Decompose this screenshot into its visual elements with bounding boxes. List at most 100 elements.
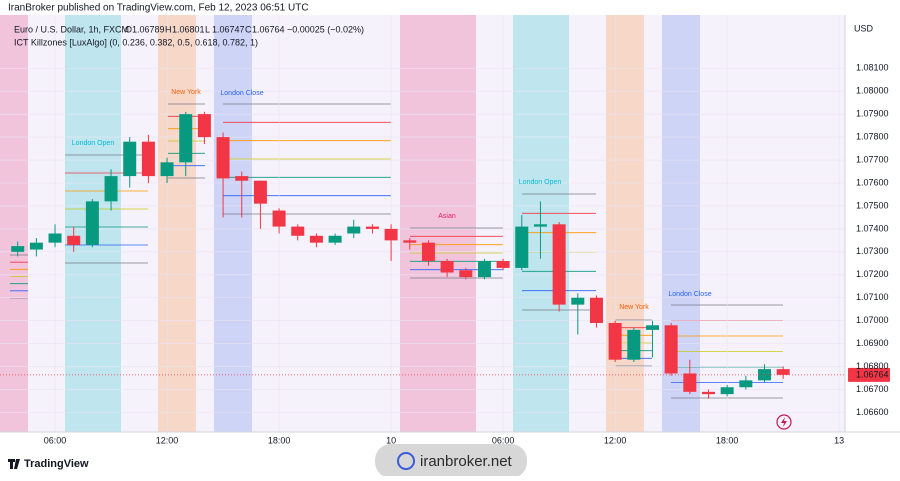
watermark-icon [397, 452, 415, 470]
y-tick-label: 1.08100 [856, 63, 889, 73]
candle-body [571, 297, 585, 305]
candle-body [758, 369, 771, 381]
currency: USD [854, 23, 874, 33]
x-tick-label: 10 [386, 435, 396, 445]
candle-body [141, 141, 155, 177]
watermark-pill [375, 444, 527, 478]
candle-body [253, 180, 267, 204]
x-tick-label: 18:00 [716, 435, 739, 445]
candle-body [701, 391, 715, 395]
candle-body [123, 141, 137, 177]
candle-body [48, 233, 62, 243]
zone-label: London Close [668, 291, 711, 298]
y-tick-label: 1.07600 [856, 177, 889, 187]
candle-body [216, 137, 230, 179]
candle-body [589, 297, 603, 323]
zone-label: London Close [220, 90, 263, 97]
zone-labels: London Open New York London Close Asian Lond… [72, 89, 712, 311]
candle-body [477, 261, 491, 278]
symbol: Euro / U.S. Dollar, 1h, FXCM [14, 24, 129, 34]
candle-body [67, 235, 81, 245]
candle-body [645, 325, 659, 330]
y-tick-label: 1.07900 [856, 109, 889, 119]
candle-body [29, 242, 43, 250]
zone-label: New York [171, 89, 201, 96]
ohlc-key: C [245, 24, 252, 34]
ohlc-value: 1.06747 [212, 24, 245, 34]
candle-body [552, 224, 566, 305]
candle-body [291, 226, 305, 236]
x-tick-label: 12:00 [604, 435, 627, 445]
ohlc-value: 1.06801 [172, 24, 205, 34]
y-tick-label: 1.06900 [856, 338, 889, 348]
logo-mark [8, 459, 20, 469]
last-price-box [848, 367, 890, 382]
killzone-band [0, 15, 28, 432]
x-tick-label: 06:00 [492, 435, 515, 445]
y-tick-label: 1.07800 [856, 131, 889, 141]
zone-label: New York [619, 304, 649, 311]
y-tick-label: 1.07100 [856, 292, 889, 302]
candle-body [197, 114, 211, 138]
y-tick-label: 1.08000 [856, 86, 889, 96]
candle-body [421, 242, 435, 262]
grid [0, 15, 845, 432]
y-tick-label: 1.06800 [856, 361, 889, 371]
candle-body [608, 322, 622, 360]
x-tick-label: 06:00 [44, 435, 67, 445]
candle-body [776, 369, 790, 375]
tradingview-logo: TradingView [8, 458, 89, 470]
candle-body [627, 329, 641, 360]
alert-circle[interactable] [776, 414, 792, 430]
candle-body [235, 176, 249, 181]
killzone-band [158, 15, 196, 432]
alert-bolt[interactable] [781, 417, 787, 427]
candle-body [496, 261, 510, 268]
zone-label: London Open [519, 179, 562, 186]
candle-body [403, 240, 417, 243]
candle-body [179, 114, 193, 163]
x-tick-label: 12:00 [156, 435, 179, 445]
candle-body [683, 373, 697, 392]
candle-body [459, 270, 473, 278]
candle-body [664, 325, 678, 374]
candle-body [328, 235, 342, 243]
killzone-band [400, 15, 476, 432]
killzones [0, 15, 700, 432]
y-tick-label: 1.07500 [856, 200, 889, 210]
candle-body [104, 176, 118, 202]
change: −0.00025 (−0.02%) [287, 24, 364, 34]
last-price-label: 1.06764 [856, 370, 889, 380]
y-tick-label: 1.07700 [856, 154, 889, 164]
zone-label: Asian [438, 213, 456, 220]
ohlc-value: 1.06789 [132, 24, 165, 34]
ohlc-value: 1.06764 [252, 24, 285, 34]
candle-body [365, 226, 379, 229]
candle-body [515, 226, 529, 268]
logo-text: TradingView [24, 458, 89, 470]
x-tick-label: 18:00 [268, 435, 291, 445]
zone-label: London Open [72, 140, 115, 147]
candle-body [85, 201, 99, 245]
candles [11, 111, 790, 399]
publisher-line: IranBroker published on TradingView.com,… [8, 3, 309, 14]
y-tick-label: 1.07300 [856, 246, 889, 256]
candle-body [720, 387, 734, 395]
ohlc-key: H [165, 24, 172, 34]
y-tick-label: 1.07000 [856, 315, 889, 325]
candle-body [440, 261, 454, 273]
y-tick-label: 1.07200 [856, 269, 889, 279]
ohlc-legend: O 1.06789 H 1.06801 L 1.06747 C 1.06764 −0.00025… [125, 24, 364, 34]
y-tick-label: 1.06600 [856, 407, 889, 417]
candle-body [272, 210, 286, 227]
alert-icon[interactable] [776, 414, 792, 430]
x-tick-label: 13 [834, 435, 844, 445]
last-price: 1.06764 [0, 367, 890, 382]
watermark-text: iranbroker.net [420, 453, 513, 470]
candle-body [309, 235, 323, 243]
candle-body [533, 224, 547, 227]
ohlc-key: O [125, 24, 132, 34]
candle-body [347, 226, 361, 234]
indicator-label: ICT Killzones [LuxAlgo] (0, 0.236, 0.382… [14, 37, 258, 47]
candle-body [11, 246, 25, 252]
